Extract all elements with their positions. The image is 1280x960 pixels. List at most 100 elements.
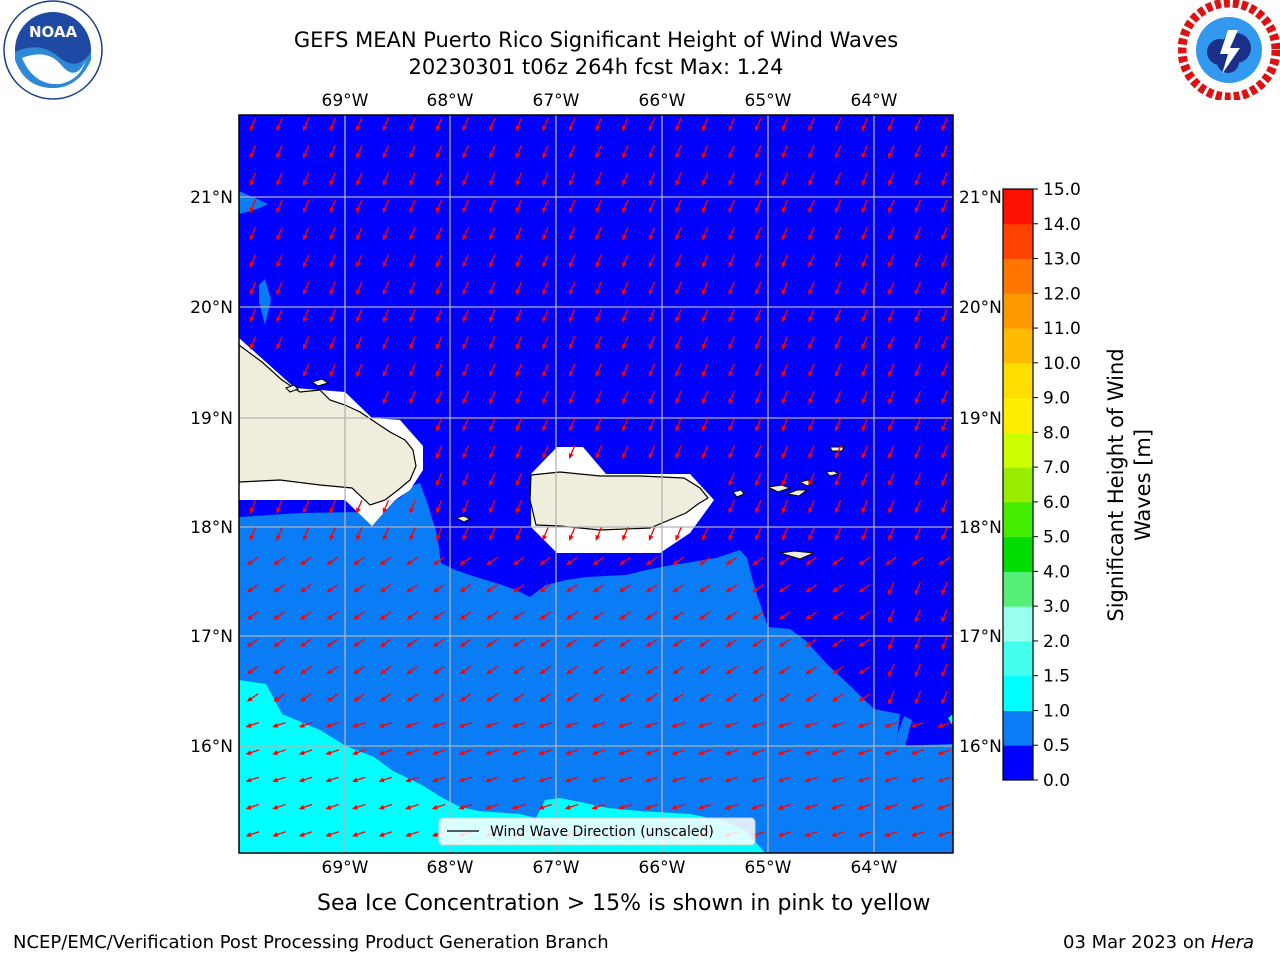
small-island [824, 470, 840, 477]
wave-direction-arrow [781, 336, 789, 350]
wave-direction-arrow [725, 638, 738, 648]
wave-direction-arrow [515, 527, 523, 541]
wave-direction-arrow [489, 418, 496, 432]
wave-direction-arrow [568, 308, 576, 323]
wave-direction-arrow [755, 363, 762, 378]
wave-direction-arrow [409, 254, 416, 268]
wave-direction-arrow [462, 117, 469, 132]
wave-direction-arrow [888, 199, 895, 214]
wave-direction-arrow [459, 611, 472, 620]
wave-direction-arrow [329, 145, 336, 159]
wave-direction-arrow [858, 638, 871, 648]
wave-direction-arrow [458, 803, 473, 810]
wave-direction-arrow [484, 721, 499, 728]
wave-direction-arrow [515, 418, 523, 432]
wave-direction-arrow [778, 584, 791, 593]
wave-direction-arrow [382, 499, 390, 514]
wave-direction-arrow [914, 581, 922, 596]
map-frame [238, 114, 954, 854]
wave-direction-arrow [329, 172, 336, 186]
wave-direction-arrow [619, 638, 631, 648]
wave-direction-arrow [777, 776, 792, 783]
wave-direction-arrow [672, 693, 684, 702]
wave-direction-arrow [888, 172, 895, 186]
wave-direction-arrow [539, 693, 551, 702]
wave-direction-arrow [914, 117, 922, 132]
colorbar-segment [1003, 293, 1033, 329]
small-island [285, 384, 299, 393]
wave-direction-arrow [431, 749, 446, 756]
wave-direction-arrow [273, 556, 285, 566]
wave-direction-arrow [698, 693, 711, 702]
wave-direction-arrow [697, 803, 712, 810]
wave-direction-arrow [808, 199, 815, 214]
wave-direction-arrow [405, 721, 419, 728]
wave-direction-arrow [888, 663, 895, 678]
colorbar-tick-label: 6.0 [1043, 493, 1070, 513]
wave-direction-arrow [462, 199, 469, 214]
wave-direction-arrow [752, 693, 764, 702]
wave-direction-arrow [565, 693, 578, 702]
wave-direction-arrow [276, 199, 283, 214]
wave-direction-arrow [888, 418, 895, 432]
wave-direction-arrow [808, 117, 815, 132]
wave-direction-arrow [622, 418, 629, 432]
wave-direction-arrow [246, 556, 259, 566]
wave-direction-arrow [777, 721, 792, 728]
wave-direction-arrow [272, 831, 286, 837]
wave-direction-arrow [299, 584, 312, 593]
wave-direction-arrow [511, 776, 526, 783]
wave-direction-arrow [595, 145, 602, 159]
wave-direction-arrow [914, 472, 922, 487]
wave-direction-arrow [619, 584, 631, 593]
wave-direction-arrow [728, 390, 735, 405]
wave-direction-arrow [617, 749, 632, 756]
wave-direction-arrow [861, 254, 868, 268]
wave-direction-arrow [595, 199, 602, 214]
lat-label-right: 17°N [959, 627, 1002, 647]
wave-direction-arrow [409, 527, 416, 541]
wave-direction-arrow [937, 831, 951, 837]
wave-direction-arrow [302, 117, 310, 132]
wave-direction-arrow [861, 199, 868, 214]
wave-direction-arrow [861, 472, 868, 487]
wave-direction-arrow [565, 638, 578, 648]
wave-direction-arrow [808, 418, 815, 432]
wave-direction-arrow [302, 527, 310, 541]
wave-direction-arrow [858, 556, 871, 566]
wave-direction-arrow [595, 308, 602, 323]
wave-direction-arrow [755, 445, 762, 459]
wave-direction-arrow [831, 665, 844, 675]
small-island [766, 484, 792, 493]
colorbar-tick-label: 15.0 [1043, 180, 1081, 200]
wave-direction-arrow [701, 145, 709, 159]
wave-direction-arrow [249, 199, 257, 214]
wave-direction-arrow [325, 803, 340, 810]
wave-direction-arrow [462, 226, 469, 241]
wave-direction-arrow [698, 611, 711, 620]
wave-direction-arrow [857, 721, 872, 728]
wave-direction-arrow [941, 581, 948, 596]
wave-direction-arrow [432, 693, 445, 702]
wave-direction-arrow [883, 831, 898, 837]
wave-direction-arrow [435, 418, 443, 432]
wave-direction-arrow [728, 117, 735, 132]
wave-direction-arrow [781, 226, 789, 241]
wave-direction-arrow [246, 584, 259, 593]
wave-direction-arrow [805, 611, 817, 620]
wave-direction-arrow [778, 556, 791, 566]
wave-direction-arrow [409, 363, 416, 378]
wave-direction-arrow [834, 363, 842, 378]
wave-direction-arrow [515, 172, 523, 186]
wave-direction-arrow [351, 803, 366, 810]
wave-direction-arrow [725, 611, 738, 620]
wave-direction-arrow [462, 527, 469, 541]
wave-direction-arrow [515, 145, 523, 159]
wave-direction-arrow [750, 721, 765, 728]
wave-direction-arrow [462, 499, 469, 514]
lat-label-left: 20°N [190, 298, 233, 318]
wave-direction-arrow [941, 117, 948, 132]
wave-direction-arrow [619, 611, 631, 620]
colorbar-tick-label: 1.5 [1043, 667, 1070, 687]
wave-direction-arrow [462, 254, 469, 268]
